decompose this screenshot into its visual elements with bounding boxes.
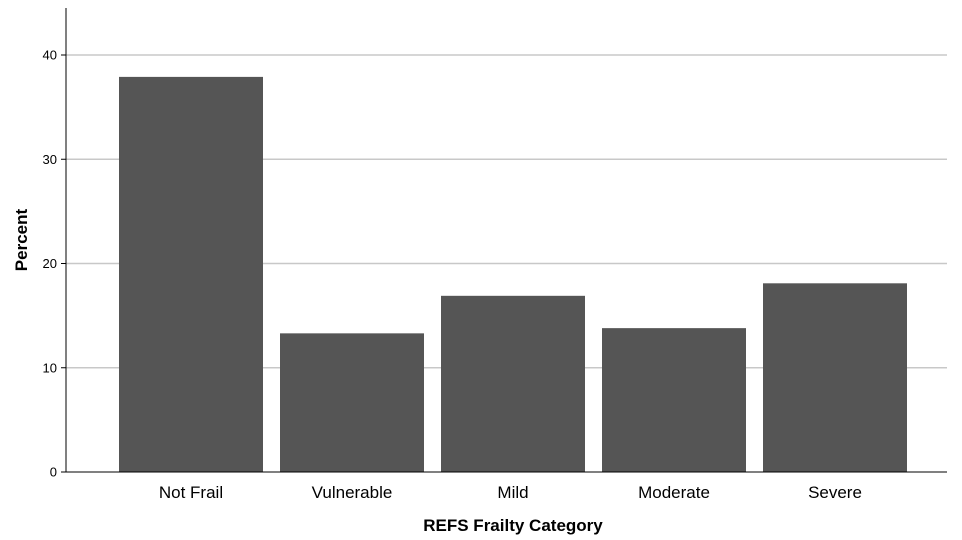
y-tick-label: 40 — [43, 48, 57, 63]
y-tick-labels: 0 10 20 30 40 — [43, 48, 57, 480]
x-axis-title: REFS Frailty Category — [423, 516, 603, 535]
x-category-label: Vulnerable — [312, 483, 393, 502]
x-category-label: Not Frail — [159, 483, 223, 502]
axes — [61, 8, 947, 473]
y-axis-title: Percent — [12, 208, 31, 271]
bar-severe — [763, 283, 907, 472]
y-tick-label: 20 — [43, 256, 57, 271]
y-tick-label: 0 — [50, 465, 57, 480]
y-tick-label: 30 — [43, 152, 57, 167]
x-category-label: Severe — [808, 483, 862, 502]
bar-vulnerable — [280, 333, 424, 472]
bars — [119, 76, 907, 472]
bar-moderate — [602, 328, 746, 472]
x-category-label: Mild — [497, 483, 528, 502]
x-category-labels: Not Frail Vulnerable Mild Moderate Severe — [159, 483, 862, 502]
x-category-label: Moderate — [638, 483, 710, 502]
y-tick-label: 10 — [43, 360, 57, 375]
bar-not-frail — [119, 76, 263, 472]
bar-mild — [441, 295, 585, 472]
